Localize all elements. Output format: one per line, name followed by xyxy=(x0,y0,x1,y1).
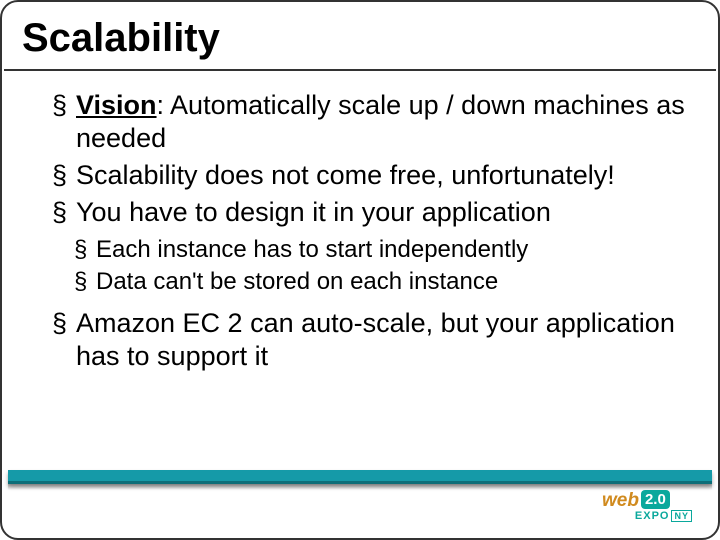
vision-label: Vision xyxy=(76,90,157,120)
slide-frame: Scalability Vision: Automatically scale … xyxy=(0,0,720,540)
logo-version: 2.0 xyxy=(641,490,670,509)
sub-bullet-item: Data can't be stored on each instance xyxy=(74,267,688,297)
sub-bullets: Each instance has to start independently… xyxy=(52,235,688,297)
bullet-vision: Vision: Automatically scale up / down ma… xyxy=(52,89,688,155)
slide-content: Vision: Automatically scale up / down ma… xyxy=(2,71,718,373)
web20-expo-logo: web2.0 EXPONY xyxy=(602,490,692,524)
vision-text: : Automatically scale up / down machines… xyxy=(76,90,685,153)
slide-title: Scalability xyxy=(4,2,716,71)
logo-expo-text: EXPO xyxy=(635,510,670,522)
bullet-item: You have to design it in your applicatio… xyxy=(52,196,688,229)
bullet-item: Scalability does not come free, unfortun… xyxy=(52,159,688,192)
logo-brand: web xyxy=(602,490,639,512)
footer-accent-bar xyxy=(8,470,712,484)
bullet-item: Amazon EC 2 can auto-scale, but your app… xyxy=(52,307,688,373)
logo-city: NY xyxy=(671,510,692,522)
sub-bullet-item: Each instance has to start independently xyxy=(74,235,688,265)
